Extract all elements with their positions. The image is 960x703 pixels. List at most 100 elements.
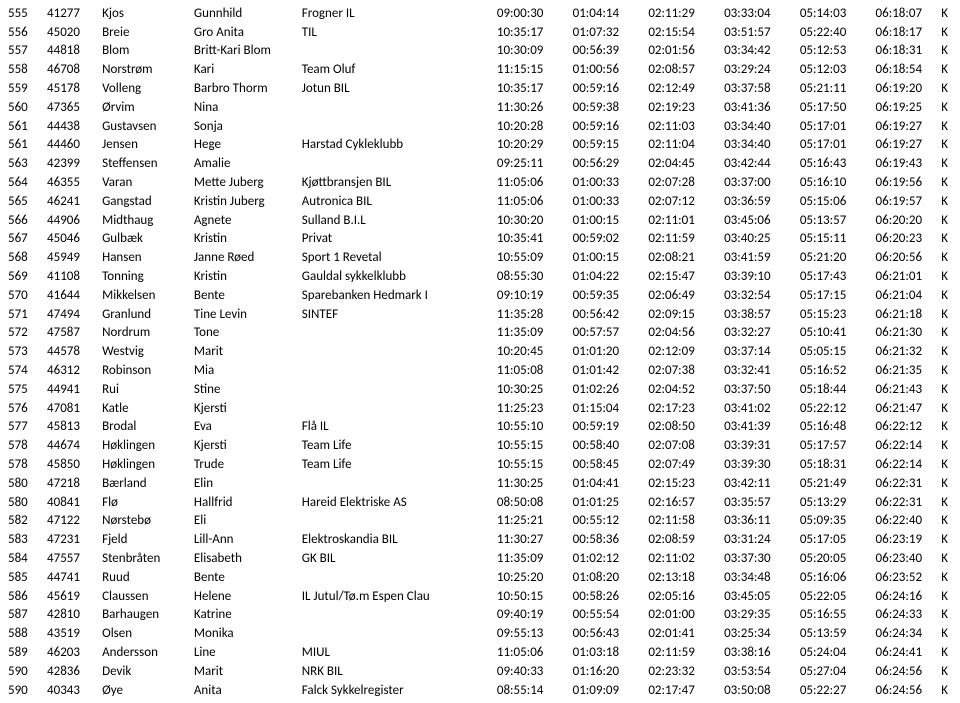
cell-t6: 06:21:43 xyxy=(848,380,924,399)
cell-rank: 576 xyxy=(6,399,45,418)
cell-t5: 05:18:44 xyxy=(773,380,849,399)
cell-first: Kristin Juberg xyxy=(192,192,300,211)
cell-team: Harstad Cykleklubb xyxy=(300,136,470,155)
cell-bib: 45949 xyxy=(45,248,100,267)
cell-t3: 02:11:29 xyxy=(621,4,697,23)
cell-t3: 02:09:15 xyxy=(621,305,697,324)
cell-first: Elisabeth xyxy=(192,549,300,568)
table-row: 58544741RuudBente10:25:2001:08:2002:13:1… xyxy=(6,568,954,587)
cell-t5: 05:14:03 xyxy=(773,4,849,23)
cell-first: Eli xyxy=(192,512,300,531)
cell-t2: 01:00:33 xyxy=(545,173,621,192)
cell-t3: 02:11:03 xyxy=(621,117,697,136)
cell-t1: 11:25:21 xyxy=(470,512,546,531)
cell-t6: 06:21:30 xyxy=(848,324,924,343)
cell-t1: 11:30:27 xyxy=(470,530,546,549)
table-row: 59042836DevikMaritNRK BIL09:40:3301:16:2… xyxy=(6,662,954,681)
cell-t5: 05:21:49 xyxy=(773,474,849,493)
cell-rank: 565 xyxy=(6,192,45,211)
cell-t6: 06:22:31 xyxy=(848,493,924,512)
cell-t6: 06:21:47 xyxy=(848,399,924,418)
cell-bib: 47231 xyxy=(45,530,100,549)
cell-team: Kjøttbransjen BIL xyxy=(300,173,470,192)
cell-rank: 567 xyxy=(6,230,45,249)
cell-t4: 03:41:36 xyxy=(697,98,773,117)
table-row: 55846708NorstrømKariTeam Oluf11:15:1501:… xyxy=(6,60,954,79)
cell-rank: 561 xyxy=(6,117,45,136)
table-row: 56047365ØrvimNina11:30:2600:59:3802:19:2… xyxy=(6,98,954,117)
table-row: 58742810BarhaugenKatrine09:40:1900:55:54… xyxy=(6,606,954,625)
cell-t2: 00:58:40 xyxy=(545,436,621,455)
cell-first: Nina xyxy=(192,98,300,117)
cell-t1: 11:35:09 xyxy=(470,324,546,343)
cell-rank: 578 xyxy=(6,455,45,474)
cell-t3: 02:11:58 xyxy=(621,512,697,531)
cell-flag: K xyxy=(924,549,954,568)
cell-last: Olsen xyxy=(100,624,192,643)
cell-rank: 568 xyxy=(6,248,45,267)
cell-t5: 05:13:57 xyxy=(773,211,849,230)
cell-t1: 10:20:45 xyxy=(470,342,546,361)
cell-team: Team Life xyxy=(300,455,470,474)
cell-t5: 05:22:27 xyxy=(773,681,849,700)
cell-team: NRK BIL xyxy=(300,662,470,681)
cell-first: Kari xyxy=(192,60,300,79)
cell-t3: 02:04:45 xyxy=(621,154,697,173)
table-row: 56446355VaranMette JubergKjøttbransjen B… xyxy=(6,173,954,192)
cell-bib: 47557 xyxy=(45,549,100,568)
cell-bib: 45850 xyxy=(45,455,100,474)
cell-t4: 03:50:08 xyxy=(697,681,773,700)
cell-rank: 589 xyxy=(6,643,45,662)
cell-rank: 570 xyxy=(6,286,45,305)
cell-t3: 02:17:47 xyxy=(621,681,697,700)
cell-last: Øye xyxy=(100,681,192,700)
cell-last: Jensen xyxy=(100,136,192,155)
cell-last: Stenbråten xyxy=(100,549,192,568)
cell-last: Gangstad xyxy=(100,192,192,211)
cell-t2: 01:08:20 xyxy=(545,568,621,587)
cell-t6: 06:21:04 xyxy=(848,286,924,305)
cell-t6: 06:24:33 xyxy=(848,606,924,625)
cell-flag: K xyxy=(924,286,954,305)
table-row: 56941108TonningKristinGauldal sykkelklub… xyxy=(6,267,954,286)
cell-team xyxy=(300,117,470,136)
cell-t6: 06:21:18 xyxy=(848,305,924,324)
cell-t6: 06:19:25 xyxy=(848,98,924,117)
cell-t4: 03:33:04 xyxy=(697,4,773,23)
cell-last: Varan xyxy=(100,173,192,192)
cell-bib: 47494 xyxy=(45,305,100,324)
cell-t1: 11:05:06 xyxy=(470,643,546,662)
cell-t5: 05:17:01 xyxy=(773,136,849,155)
cell-t2: 01:04:14 xyxy=(545,4,621,23)
cell-t6: 06:18:54 xyxy=(848,60,924,79)
cell-last: Devik xyxy=(100,662,192,681)
cell-t3: 02:08:57 xyxy=(621,60,697,79)
cell-t1: 11:05:08 xyxy=(470,361,546,380)
cell-t6: 06:24:56 xyxy=(848,681,924,700)
cell-t2: 01:02:12 xyxy=(545,549,621,568)
table-row: 57344578WestvigMarit10:20:4501:01:2002:1… xyxy=(6,342,954,361)
cell-last: Hansen xyxy=(100,248,192,267)
cell-flag: K xyxy=(924,568,954,587)
cell-bib: 42810 xyxy=(45,606,100,625)
cell-bib: 41644 xyxy=(45,286,100,305)
cell-t1: 10:20:28 xyxy=(470,117,546,136)
cell-t4: 03:42:44 xyxy=(697,154,773,173)
cell-team: Frogner IL xyxy=(300,4,470,23)
cell-t5: 05:12:03 xyxy=(773,60,849,79)
cell-t4: 03:40:25 xyxy=(697,230,773,249)
table-row: 57247587NordrumTone11:35:0900:57:5702:04… xyxy=(6,324,954,343)
cell-bib: 47218 xyxy=(45,474,100,493)
cell-t3: 02:07:38 xyxy=(621,361,697,380)
cell-t2: 00:58:26 xyxy=(545,587,621,606)
cell-flag: K xyxy=(924,474,954,493)
cell-flag: K xyxy=(924,380,954,399)
cell-t6: 06:19:27 xyxy=(848,136,924,155)
cell-t5: 05:13:29 xyxy=(773,493,849,512)
cell-t5: 05:18:31 xyxy=(773,455,849,474)
cell-rank: 580 xyxy=(6,474,45,493)
cell-flag: K xyxy=(924,79,954,98)
cell-t5: 05:16:48 xyxy=(773,418,849,437)
cell-t5: 05:17:43 xyxy=(773,267,849,286)
cell-t1: 11:35:09 xyxy=(470,549,546,568)
